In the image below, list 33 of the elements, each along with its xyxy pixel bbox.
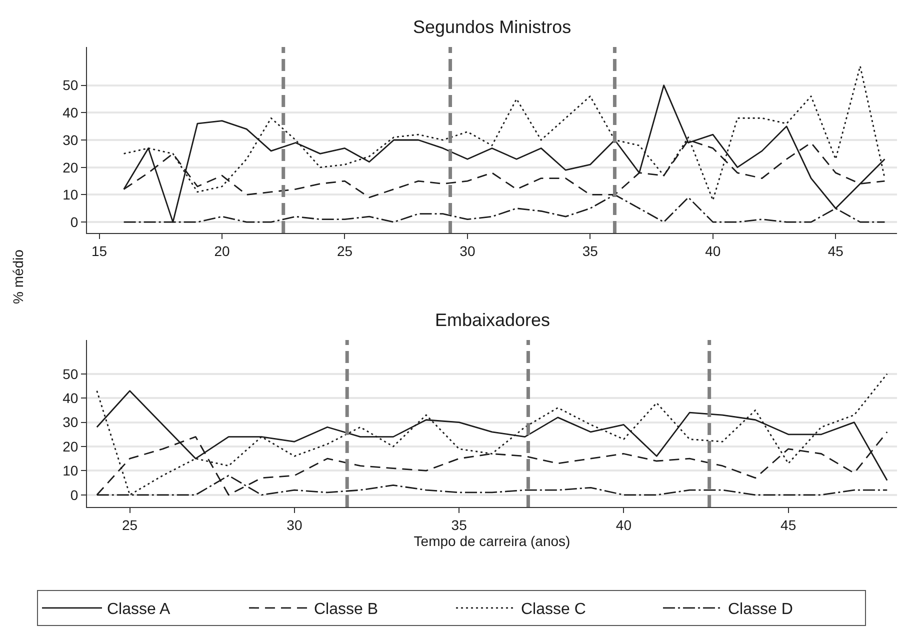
- y-tick-label: 20: [62, 159, 78, 176]
- chart-title: Segundos Ministros: [413, 17, 572, 37]
- chart-title: Embaixadores: [435, 310, 550, 330]
- x-tick-label: 35: [582, 242, 598, 259]
- x-axis-title: Tempo de carreira (anos): [414, 532, 570, 549]
- y-tick-label: 40: [62, 390, 78, 406]
- x-tick-label: 45: [780, 516, 796, 533]
- x-tick-label: 30: [460, 242, 476, 259]
- x-tick-label: 40: [705, 242, 721, 259]
- y-tick-label: 30: [62, 414, 78, 430]
- x-tick-label: 40: [616, 516, 632, 533]
- y-tick-label: 20: [62, 438, 78, 454]
- x-tick-label: 35: [451, 516, 468, 533]
- y-tick-label: 0: [70, 214, 78, 230]
- legend-label: Classe D: [728, 601, 793, 618]
- y-tick-label: 0: [70, 486, 78, 503]
- x-tick-label: 25: [122, 516, 138, 533]
- y-tick-label: 50: [62, 366, 78, 382]
- x-tick-label: 30: [286, 516, 302, 533]
- x-tick-label: 15: [91, 242, 108, 259]
- legend-label: Classe B: [314, 601, 378, 618]
- y-tick-label: 10: [62, 186, 78, 203]
- x-tick-label: 25: [336, 242, 353, 259]
- x-tick-label: 45: [828, 242, 844, 259]
- legend-label: Classe C: [521, 601, 586, 618]
- x-tick-label: 20: [214, 242, 230, 259]
- y-axis-title: % médio: [10, 249, 26, 304]
- y-tick-label: 10: [62, 462, 78, 479]
- y-tick-label: 40: [62, 104, 78, 121]
- y-tick-label: 50: [62, 77, 78, 94]
- legend-label: Classe A: [107, 601, 170, 618]
- y-tick-label: 30: [62, 132, 78, 148]
- line-series: [96, 373, 888, 496]
